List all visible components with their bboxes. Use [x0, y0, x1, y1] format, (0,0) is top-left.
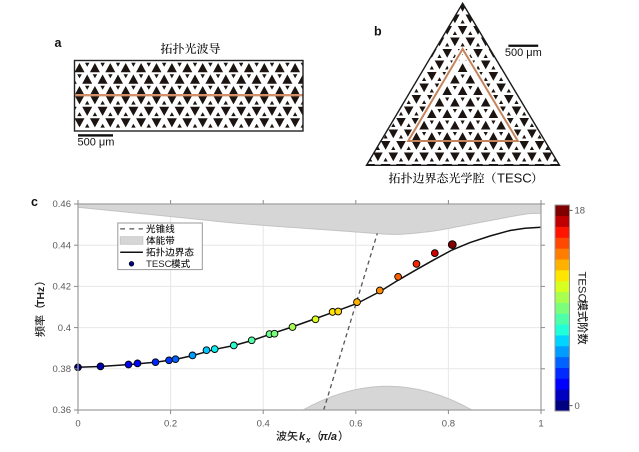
svg-text:k: k — [299, 431, 306, 443]
svg-text:TESC: TESC — [146, 259, 172, 270]
svg-text:1: 1 — [538, 419, 543, 430]
svg-text:0.4: 0.4 — [58, 323, 71, 334]
svg-text:500 μm: 500 μm — [78, 137, 115, 149]
svg-text:0.38: 0.38 — [53, 364, 72, 375]
svg-text:500 μm: 500 μm — [505, 47, 542, 59]
svg-text:b: b — [374, 25, 382, 39]
svg-text:18: 18 — [575, 206, 586, 217]
svg-text:0.44: 0.44 — [53, 240, 72, 251]
svg-text:0.6: 0.6 — [349, 419, 362, 430]
svg-text:a: a — [55, 36, 63, 50]
svg-text:THz: THz — [35, 287, 47, 306]
svg-text:0.2: 0.2 — [164, 419, 177, 430]
svg-text:c: c — [31, 195, 38, 209]
svg-text:TESC: TESC — [576, 272, 588, 302]
svg-text:x: x — [305, 436, 311, 445]
svg-text:0.36: 0.36 — [53, 405, 72, 416]
svg-text:π/a: π/a — [320, 431, 337, 443]
svg-text:0: 0 — [75, 419, 80, 430]
svg-text:TESC: TESC — [497, 171, 532, 186]
svg-text:0.8: 0.8 — [442, 419, 455, 430]
svg-text:0: 0 — [575, 401, 580, 412]
svg-text:0.46: 0.46 — [53, 199, 72, 210]
svg-text:0.4: 0.4 — [257, 419, 270, 430]
svg-text:0.42: 0.42 — [53, 282, 72, 293]
